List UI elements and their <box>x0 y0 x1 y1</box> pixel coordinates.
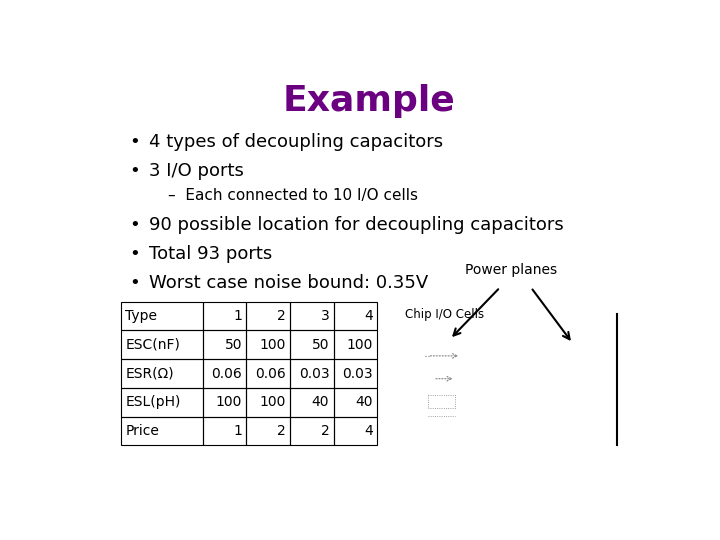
Bar <box>290 330 334 359</box>
Bar <box>203 388 246 416</box>
Text: 3 I/O ports: 3 I/O ports <box>148 162 243 180</box>
Bar <box>334 330 377 359</box>
Text: Chip I/O Cells: Chip I/O Cells <box>405 307 485 321</box>
Text: 100: 100 <box>346 338 373 352</box>
Bar <box>334 359 377 388</box>
Text: 3: 3 <box>320 309 329 323</box>
Text: 50: 50 <box>225 338 242 352</box>
Bar <box>121 302 203 330</box>
Text: Example: Example <box>283 84 455 118</box>
Bar <box>246 302 290 330</box>
Bar <box>246 359 290 388</box>
Bar <box>203 416 246 446</box>
Bar <box>121 359 203 388</box>
Bar <box>121 388 203 416</box>
Bar <box>121 416 203 446</box>
Bar <box>334 388 377 416</box>
Text: 90 possible location for decoupling capacitors: 90 possible location for decoupling capa… <box>148 216 563 234</box>
Text: 4 types of decoupling capacitors: 4 types of decoupling capacitors <box>148 133 443 151</box>
Text: •: • <box>129 162 140 180</box>
Text: 0.06: 0.06 <box>211 367 242 381</box>
Bar <box>203 302 246 330</box>
Text: 2: 2 <box>277 309 286 323</box>
Text: 0.03: 0.03 <box>299 367 329 381</box>
Text: Total 93 ports: Total 93 ports <box>148 245 272 263</box>
Bar <box>246 330 290 359</box>
Bar <box>203 330 246 359</box>
Bar <box>121 330 203 359</box>
Bar <box>334 416 377 446</box>
Text: •: • <box>129 274 140 292</box>
Text: 100: 100 <box>215 395 242 409</box>
Text: 40: 40 <box>312 395 329 409</box>
Text: Price: Price <box>125 424 159 438</box>
Text: 2: 2 <box>277 424 286 438</box>
Text: Power planes: Power planes <box>465 263 557 277</box>
Text: ESL(pH): ESL(pH) <box>125 395 181 409</box>
Bar <box>246 388 290 416</box>
Bar <box>290 359 334 388</box>
Text: 0.03: 0.03 <box>342 367 373 381</box>
Bar <box>246 416 290 446</box>
Text: ESR(Ω): ESR(Ω) <box>125 367 174 381</box>
Bar <box>334 302 377 330</box>
Text: 1: 1 <box>233 424 242 438</box>
Text: •: • <box>129 133 140 151</box>
Bar <box>290 302 334 330</box>
Text: ESC(nF): ESC(nF) <box>125 338 180 352</box>
Text: –  Each connected to 10 I/O cells: – Each connected to 10 I/O cells <box>168 188 418 203</box>
Text: Worst case noise bound: 0.35V: Worst case noise bound: 0.35V <box>148 274 428 292</box>
Text: 2: 2 <box>320 424 329 438</box>
Bar <box>203 359 246 388</box>
Bar <box>290 388 334 416</box>
Text: 50: 50 <box>312 338 329 352</box>
Text: 0.06: 0.06 <box>255 367 286 381</box>
Text: 100: 100 <box>259 338 286 352</box>
Text: 1: 1 <box>233 309 242 323</box>
Bar <box>290 416 334 446</box>
Text: 100: 100 <box>259 395 286 409</box>
Text: 4: 4 <box>364 309 373 323</box>
Text: •: • <box>129 216 140 234</box>
Text: Type: Type <box>125 309 157 323</box>
Text: •: • <box>129 245 140 263</box>
Text: 4: 4 <box>364 424 373 438</box>
Text: 40: 40 <box>356 395 373 409</box>
